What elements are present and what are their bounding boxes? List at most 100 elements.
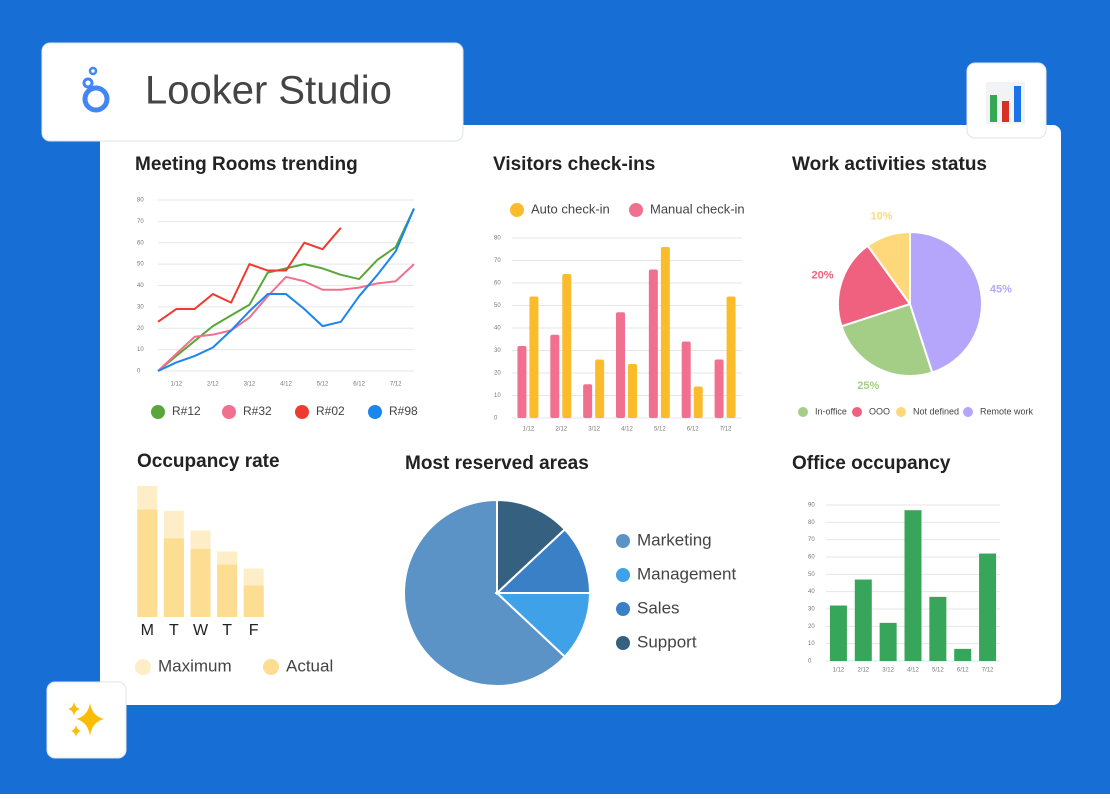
legend-marker: [510, 203, 524, 217]
y-tick-label: 0: [808, 659, 812, 665]
pie-slice: [494, 527, 592, 594]
pie-slice: [403, 498, 567, 687]
legend-label: R#02: [316, 404, 345, 418]
logo-ring: [82, 85, 110, 113]
y-tick-label: 40: [137, 283, 144, 289]
x-tick-label: 1/12: [523, 427, 535, 433]
x-tick-label: 5/12: [932, 668, 944, 674]
pie-slice: [909, 230, 983, 374]
y-tick-label: 10: [808, 641, 815, 647]
chart-title: Work activities status: [792, 154, 987, 175]
sparkle: [68, 702, 80, 716]
x-tick-label: 2/12: [857, 668, 869, 674]
legend-label: R#98: [389, 404, 418, 418]
x-tick-label: 7/12: [720, 427, 732, 433]
bar: [628, 364, 637, 418]
legend-label: Auto check-in: [531, 201, 610, 216]
legend-marker: [963, 407, 973, 417]
x-tick-label: 6/12: [353, 382, 365, 388]
legend-label: OOO: [869, 406, 890, 416]
y-tick-label: 10: [494, 393, 501, 399]
x-tick-label: 4/12: [907, 668, 919, 674]
legend-marker: [798, 407, 808, 417]
legend-marker: [616, 602, 630, 616]
y-tick-label: 40: [494, 326, 501, 332]
bar: [616, 312, 625, 418]
x-tick-label: F: [249, 622, 259, 639]
legend-marker: [368, 405, 382, 419]
x-tick-label: 2/12: [207, 382, 219, 388]
legend-marker: [295, 405, 309, 419]
x-tick-label: 7/12: [982, 668, 994, 674]
y-tick-label: 20: [494, 371, 501, 377]
x-tick-label: 1/12: [833, 668, 845, 674]
x-tick-label: 6/12: [687, 427, 699, 433]
bar: [714, 359, 724, 418]
data-label: 10%: [871, 210, 893, 222]
y-tick-label: 70: [808, 537, 815, 543]
legend-marker: [629, 203, 643, 217]
y-tick-label: 80: [494, 236, 501, 242]
x-tick-label: 2/12: [555, 427, 567, 433]
bar: [562, 274, 572, 418]
app-title: Looker Studio: [145, 69, 392, 113]
x-tick-label: 3/12: [588, 427, 600, 433]
legend-label: Marketing: [637, 530, 712, 549]
bar: [595, 359, 605, 418]
chart-icon-bar: [1014, 86, 1021, 122]
y-tick-label: 40: [808, 589, 815, 595]
chart-title: Visitors check-ins: [493, 154, 655, 175]
bar: [163, 538, 184, 617]
legend-marker: [222, 405, 236, 419]
data-label: 25%: [857, 380, 879, 392]
x-tick-label: M: [141, 622, 154, 639]
y-tick-label: 0: [494, 416, 498, 422]
legend-label: Support: [637, 632, 697, 651]
y-tick-label: 60: [494, 281, 501, 287]
chart-icon: [986, 82, 1025, 124]
legend-marker: [616, 534, 630, 548]
y-tick-label: 20: [137, 326, 144, 332]
bar: [243, 585, 264, 617]
bar: [660, 247, 670, 418]
legend-marker: [896, 407, 906, 417]
bar: [929, 596, 947, 661]
legend-label: Manual check-in: [650, 201, 745, 216]
x-tick-label: 4/12: [280, 382, 292, 388]
data-label: 20%: [811, 269, 833, 281]
x-tick-label: 5/12: [317, 382, 329, 388]
legend-marker: [135, 659, 151, 675]
bar: [681, 341, 691, 418]
pie-slice: [837, 244, 912, 328]
x-tick-label: W: [193, 622, 209, 639]
y-tick-label: 30: [137, 304, 144, 310]
y-tick-label: 70: [494, 258, 501, 264]
y-tick-label: 80: [808, 520, 815, 526]
x-tick-label: 4/12: [621, 427, 633, 433]
y-tick-label: 50: [494, 303, 501, 309]
chart-icon-bar: [990, 95, 997, 122]
report-panel: [100, 125, 1061, 705]
line-series: [157, 208, 415, 372]
legend-label: Actual: [286, 656, 333, 675]
bar: [583, 384, 593, 418]
bar: [550, 334, 560, 418]
sparkle: [76, 703, 104, 736]
y-tick-label: 0: [137, 369, 141, 375]
chart-title: Office occupancy: [792, 453, 951, 474]
pie-slice: [840, 302, 934, 377]
logo-dot: [82, 77, 94, 89]
sparkle-icon: [68, 702, 104, 737]
y-tick-label: 10: [137, 347, 144, 353]
y-tick-label: 90: [808, 503, 815, 509]
legend-label: Maximum: [158, 656, 232, 675]
data-label: 45%: [990, 284, 1012, 296]
bar: [829, 605, 847, 661]
bar: [879, 622, 897, 661]
x-tick-label: 3/12: [882, 668, 894, 674]
legend-label: In-office: [815, 406, 847, 416]
legend-marker: [263, 659, 279, 675]
bar: [517, 346, 527, 418]
x-tick-label: 7/12: [390, 382, 402, 388]
